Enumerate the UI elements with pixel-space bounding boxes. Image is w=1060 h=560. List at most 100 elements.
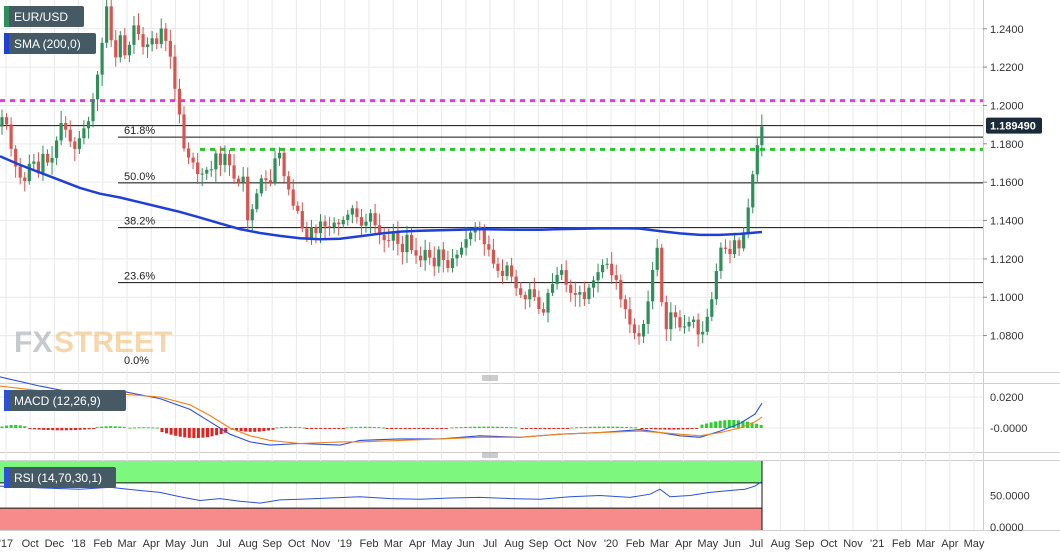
- macd-histogram-bar: [51, 428, 55, 431]
- candle-body: [32, 161, 36, 164]
- candle-body: [419, 255, 423, 261]
- candle-body: [396, 231, 400, 244]
- candle-body: [114, 40, 118, 58]
- macd-histogram-bar: [525, 428, 529, 429]
- rsi-tick-label: 50.0000: [990, 491, 1030, 503]
- panel-resize-handle-rsi[interactable]: [482, 452, 498, 458]
- time-tick-label: May: [431, 538, 452, 550]
- macd-histogram-bar: [160, 428, 164, 433]
- candle-body: [464, 239, 468, 248]
- time-tick-label: Mar: [650, 538, 669, 550]
- macd-histogram-bar: [477, 426, 481, 428]
- macd-histogram-bar: [133, 427, 137, 429]
- candle-body: [223, 153, 227, 166]
- candle-body: [723, 247, 728, 249]
- macd-histogram-bar: [381, 427, 385, 429]
- candle-body: [573, 292, 577, 295]
- macd-histogram-bar: [723, 420, 727, 428]
- candle-body: [755, 145, 759, 175]
- legend-macd[interactable]: MACD (12,26,9): [4, 390, 126, 411]
- candle-body: [601, 264, 605, 273]
- watermark-street: STREET: [54, 326, 172, 359]
- watermark-fx: FX: [14, 326, 52, 359]
- candle-body: [437, 249, 441, 267]
- macd-histogram-bar: [468, 426, 472, 428]
- candle-body: [273, 158, 277, 183]
- time-tick-label: '19: [338, 538, 352, 550]
- candle-body: [496, 263, 500, 271]
- macd-histogram-bar: [403, 428, 407, 429]
- legend-sma[interactable]: SMA (200,0): [4, 33, 96, 54]
- candle-body: [400, 243, 404, 253]
- candle-body: [45, 153, 50, 163]
- macd-histogram-bar: [37, 428, 41, 430]
- macd-histogram-bar: [69, 428, 73, 431]
- price-tick-label: 1.2400: [990, 24, 1024, 36]
- candle-body: [218, 153, 222, 166]
- candle-body: [737, 240, 741, 249]
- macd-histogram-bar: [394, 428, 398, 429]
- macd-histogram-bar: [155, 427, 159, 429]
- time-tick-label: Oct: [554, 538, 571, 550]
- macd-histogram-bar: [183, 428, 187, 438]
- macd-histogram-bar: [224, 428, 228, 433]
- candle-body: [100, 42, 104, 75]
- candle-body: [0, 117, 4, 127]
- panel-resize-handle-macd[interactable]: [482, 375, 498, 381]
- candle-body: [541, 309, 546, 313]
- rsi-tick-label: 0.0000: [990, 522, 1024, 534]
- candle-body: [537, 297, 541, 310]
- candle-body: [405, 234, 409, 253]
- macd-histogram-bar: [337, 428, 341, 429]
- macd-histogram-bar: [616, 426, 619, 428]
- macd-histogram-bar: [215, 428, 219, 436]
- macd-histogram-bar: [718, 420, 722, 428]
- macd-histogram-bar: [78, 428, 82, 430]
- macd-histogram-bar: [42, 428, 46, 430]
- candle-body: [714, 270, 718, 300]
- candle-body: [59, 123, 63, 141]
- time-tick-label: '18: [71, 538, 85, 550]
- candle-body: [664, 302, 668, 330]
- candle-body: [441, 249, 445, 261]
- macd-histogram-bar: [345, 427, 349, 429]
- candle-body: [655, 247, 659, 270]
- candle-body: [23, 177, 27, 182]
- candle-body: [610, 263, 614, 276]
- candle-body: [341, 219, 345, 225]
- candle-body: [328, 226, 332, 228]
- macd-histogram-bar: [122, 426, 126, 428]
- macd-histogram-bar: [606, 426, 610, 428]
- candle-body: [682, 326, 687, 328]
- candle-body: [64, 123, 68, 130]
- candle-body: [109, 6, 113, 41]
- macd-histogram-bar: [741, 420, 745, 428]
- candle-body: [482, 230, 486, 245]
- macd-histogram-bar: [83, 428, 87, 430]
- price-tick-label: 1.1400: [990, 216, 1024, 228]
- macd-histogram-bar: [714, 421, 718, 428]
- macd-histogram-bar: [654, 428, 658, 430]
- candle-body: [751, 174, 755, 208]
- candle-body: [614, 275, 618, 280]
- macd-histogram-bar: [174, 428, 178, 436]
- macd-histogram-bar: [33, 428, 37, 430]
- macd-histogram-bar: [363, 426, 367, 428]
- candle-body: [696, 319, 700, 335]
- candle-body: [732, 240, 737, 255]
- legend-rsi-label: RSI (14,70,30,1): [14, 471, 102, 485]
- candle-body: [214, 153, 218, 170]
- legend-symbol[interactable]: EUR/USD: [4, 6, 84, 27]
- fxstreet-watermark: FX STREET: [14, 326, 172, 359]
- macd-histogram-bar: [700, 424, 704, 428]
- candle-body: [346, 214, 350, 220]
- fib-label: 38.2%: [124, 216, 155, 228]
- time-tick-label: Dec: [45, 538, 65, 550]
- macd-histogram-bar: [426, 428, 430, 429]
- macd-histogram-bar: [431, 428, 434, 429]
- legend-rsi[interactable]: RSI (14,70,30,1): [4, 467, 116, 488]
- candle-body: [250, 209, 254, 221]
- macd-histogram-bar: [289, 426, 293, 428]
- candle-body: [719, 247, 723, 271]
- macd-histogram-bar: [579, 427, 583, 429]
